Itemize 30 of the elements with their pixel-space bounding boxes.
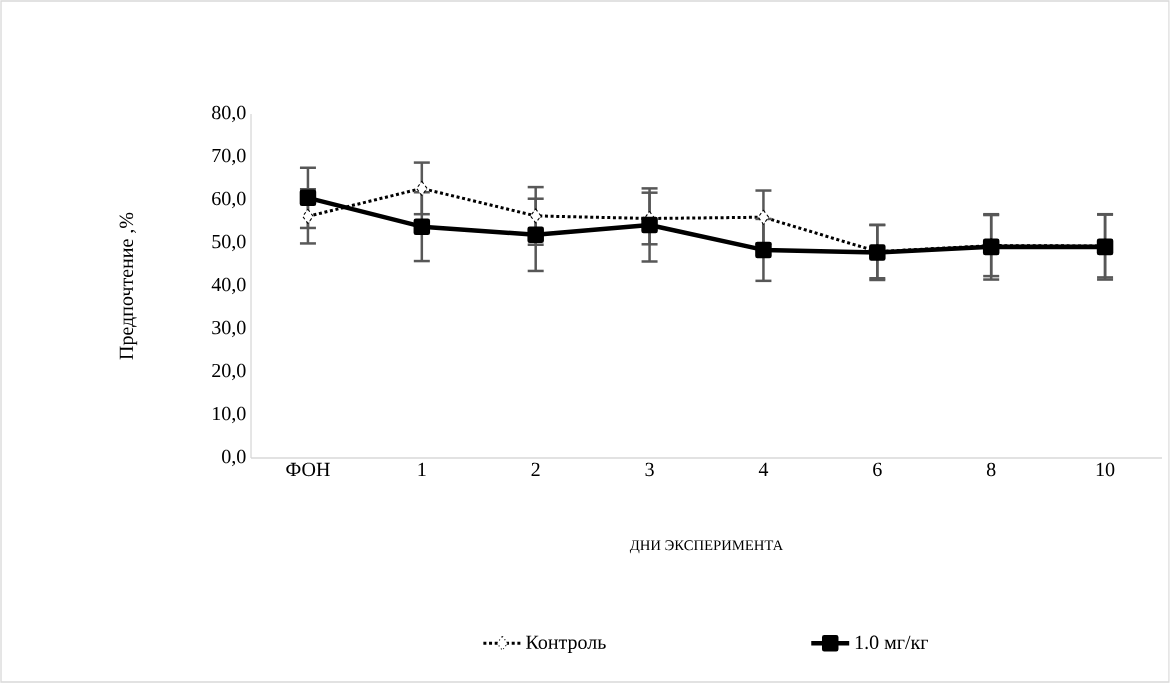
x-tick-label: 8: [986, 462, 996, 477]
x-axis-title: ДНИ ЭКСПЕРИМЕНТА: [629, 540, 784, 554]
point: [529, 208, 542, 224]
y-tick-label: 60,0: [212, 191, 246, 209]
y-tick-label: 30,0: [212, 320, 246, 338]
x-tick-label: 4: [758, 462, 769, 476]
point: [527, 226, 544, 244]
point: [299, 189, 317, 207]
point: [413, 218, 431, 235]
point: [416, 180, 428, 196]
legend-label: Контроль: [526, 635, 606, 654]
point: [641, 216, 658, 234]
x-tick-label: 10: [1096, 462, 1115, 477]
point: [755, 241, 772, 259]
x-tick-label: 3: [645, 462, 654, 477]
point: [757, 209, 770, 225]
y-tick-label: 20,0: [212, 363, 246, 381]
y-tick-label: 50,0: [212, 234, 246, 252]
y-tick-label: 40,0: [211, 277, 246, 295]
y-tick-label: 10,0: [213, 406, 246, 424]
x-tick-label: ФОН: [286, 462, 330, 477]
legend-label: 1.0 мг/кг: [855, 635, 928, 650]
y-tick-label: 0,0: [222, 449, 246, 467]
x-tick-label: 1: [418, 462, 426, 476]
x-tick-label: 6: [873, 462, 882, 477]
y-axis-title: Предпочтение ,%: [119, 212, 138, 360]
point: [302, 208, 314, 224]
y-tick-label: 80,0: [212, 105, 246, 123]
x-tick-label: 2: [531, 462, 540, 476]
y-tick-label: 70,0: [212, 148, 246, 166]
